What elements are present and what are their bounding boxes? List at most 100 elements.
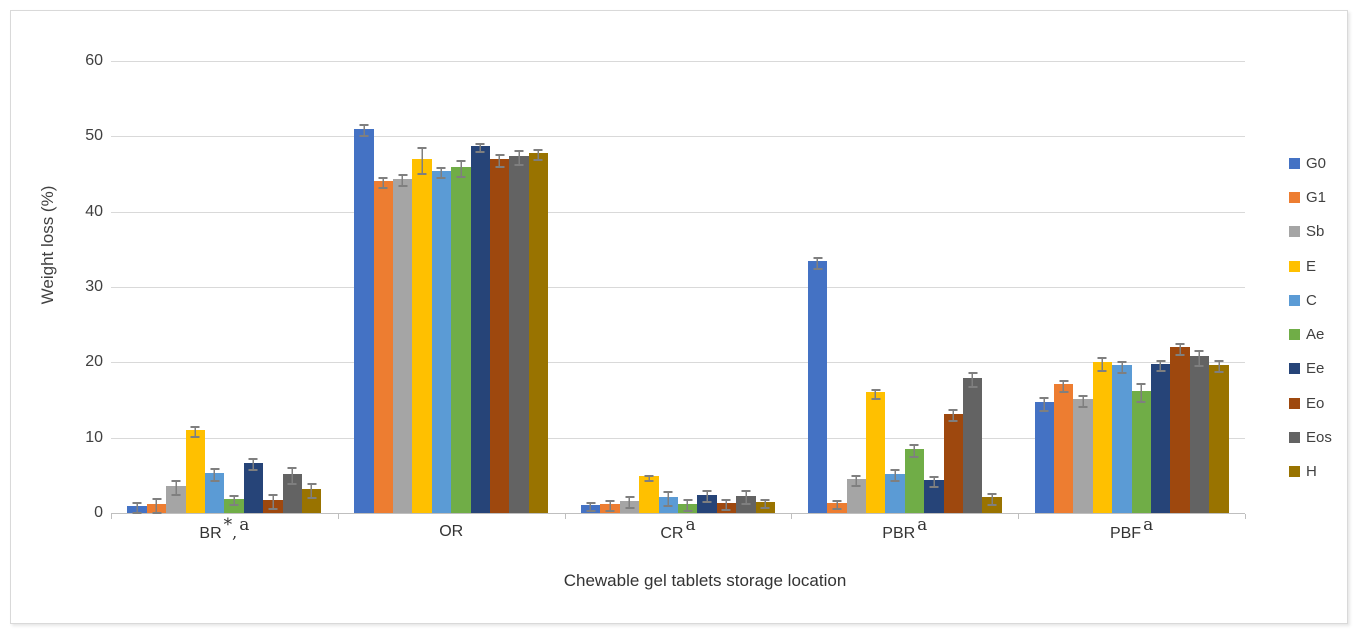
- x-axis-line: [111, 513, 1245, 514]
- y-tick-label: 50: [85, 127, 103, 145]
- y-tick-label: 30: [85, 278, 103, 295]
- category-annotation: a: [1143, 515, 1154, 535]
- bar-G1-CR: [600, 500, 620, 513]
- error-bar: [171, 479, 181, 496]
- category-label-text: OR: [439, 523, 464, 540]
- bar-G0-BR: [127, 502, 147, 514]
- error-bar: [1156, 360, 1166, 372]
- category-label-text: PBF: [1109, 525, 1142, 542]
- bar-Sb-PBF: [1073, 394, 1093, 513]
- bar-Eos-BR: [282, 467, 302, 513]
- gridline-30: [111, 287, 1245, 288]
- bar-Sb-BR: [166, 479, 186, 513]
- bar-Sb-PBR: [846, 475, 866, 513]
- bar-Ae-CR: [677, 499, 698, 513]
- error-bar: [495, 153, 505, 169]
- error-bar: [948, 409, 958, 423]
- legend-label: Ee: [1306, 360, 1325, 378]
- plot-area: [111, 61, 1246, 519]
- error-bar: [929, 476, 939, 488]
- bar-H-OR: [528, 149, 549, 513]
- error-bar: [702, 490, 712, 504]
- legend-swatch: [1289, 466, 1300, 478]
- error-bar: [909, 443, 919, 459]
- chart-frame: Weight loss (%) 0 10 20 30 40 50 60 BR *, a OR CR a…: [10, 10, 1348, 624]
- bar-group-BR: [111, 61, 338, 514]
- bar-group-PBF: [1018, 61, 1245, 513]
- bar-H-BR: [301, 482, 322, 513]
- error-bar: [721, 499, 731, 511]
- bar-Ae-OR: [451, 160, 471, 513]
- legend-label: G0: [1306, 154, 1327, 172]
- category-label-text: PBR: [882, 525, 916, 542]
- gridline-60: [111, 61, 1245, 62]
- bar-Eos-PBF: [1189, 349, 1210, 513]
- category-tick: [111, 514, 112, 519]
- gridline-10: [111, 437, 1245, 439]
- category-annotation: a: [239, 515, 250, 535]
- bar-G0-PBF: [1034, 397, 1055, 513]
- category-label-BR: BR *, a: [199, 515, 249, 543]
- bar-Eo-PBR: [943, 409, 963, 513]
- bar-E-BR: [185, 426, 205, 513]
- error-bar: [475, 143, 485, 154]
- error-bar: [644, 474, 654, 482]
- bar-Ee-PBR: [924, 476, 944, 513]
- bar-H-PBF: [1209, 360, 1229, 513]
- error-bar: [287, 467, 297, 485]
- bar-Ae-PBR: [904, 443, 925, 513]
- legend-item-Ae: Ae: [1289, 317, 1332, 351]
- error-bar: [417, 146, 427, 175]
- bar-Ae-BR: [224, 494, 244, 513]
- error-bar: [1175, 342, 1185, 356]
- y-tick-label: 60: [85, 52, 103, 69]
- bar-Sb-CR: [619, 496, 640, 513]
- legend-swatch: [1289, 191, 1300, 203]
- error-bar: [1214, 360, 1224, 374]
- bar-E-PBF: [1092, 357, 1113, 513]
- y-axis: 0 10 20 30 40 50 60: [63, 52, 103, 521]
- y-tick-label: 10: [85, 428, 103, 446]
- bar-G1-OR: [373, 177, 394, 513]
- category-tick: [337, 514, 339, 519]
- legend-swatch: [1289, 157, 1300, 169]
- error-bar: [605, 500, 615, 512]
- legend: G0 G1 Sb E C Ae Ee Eo Eos H: [1289, 146, 1332, 489]
- bar-C-BR: [205, 467, 225, 513]
- category-label-PBF: PBF a: [1109, 515, 1153, 543]
- error-bar: [813, 256, 823, 270]
- legend-item-Eo: Eo: [1289, 386, 1332, 420]
- bar-Eos-PBR: [962, 372, 983, 513]
- error-bar: [1194, 349, 1204, 368]
- error-bar: [968, 372, 978, 389]
- error-bar: [760, 498, 770, 509]
- bar-G1-PBF: [1054, 379, 1074, 513]
- bar-Ee-BR: [243, 458, 264, 513]
- bar-Eo-CR: [716, 499, 737, 513]
- category-annotation: a: [685, 515, 696, 535]
- bar-Sb-OR: [393, 174, 413, 513]
- bar-Ee-OR: [470, 143, 490, 513]
- error-bar: [625, 496, 634, 510]
- bar-G1-PBR: [827, 500, 847, 513]
- legend-item-C: C: [1289, 283, 1332, 317]
- bar-E-CR: [639, 474, 659, 513]
- x-axis-title: Chewable gel tablets storage location: [563, 571, 847, 590]
- error-bar: [268, 494, 278, 511]
- legend-swatch: [1289, 329, 1300, 341]
- legend-item-Ee: Ee: [1289, 352, 1332, 386]
- bar-Ee-PBF: [1150, 360, 1171, 513]
- legend-swatch: [1289, 260, 1300, 272]
- bar-H-CR: [755, 498, 775, 513]
- bar-H-PBR: [982, 492, 1002, 513]
- legend-swatch: [1289, 363, 1300, 375]
- error-bar: [890, 469, 900, 483]
- legend-item-Sb: Sb: [1289, 215, 1332, 249]
- legend-label: Ae: [1306, 326, 1325, 344]
- bar-Eo-BR: [263, 494, 283, 513]
- error-bar: [152, 497, 162, 514]
- y-tick-label: 40: [85, 202, 103, 220]
- legend-label: G1: [1306, 188, 1327, 206]
- bar-Eo-PBF: [1170, 342, 1190, 513]
- bar-G0-CR: [581, 502, 601, 513]
